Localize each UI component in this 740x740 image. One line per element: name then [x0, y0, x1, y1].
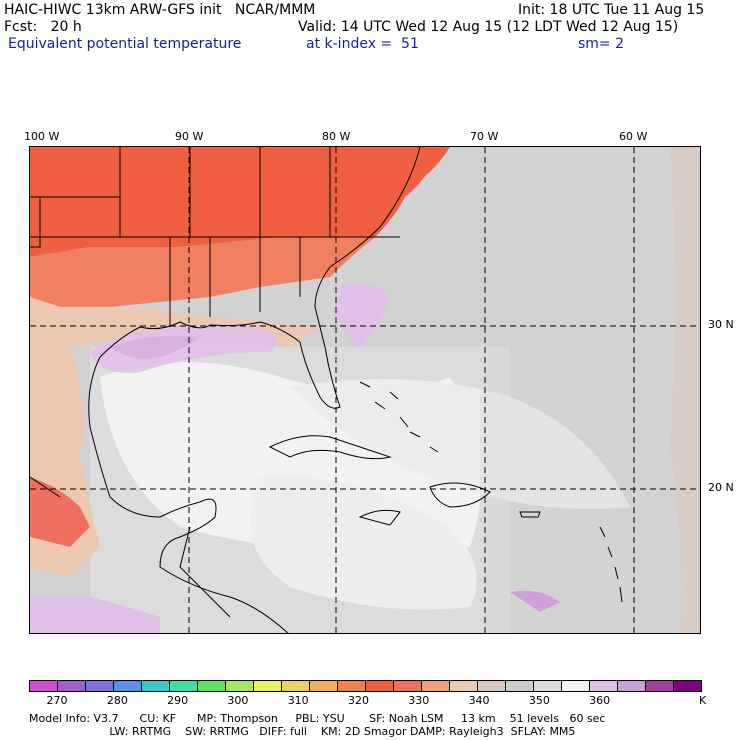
colorbar-swatch — [86, 681, 114, 691]
bahamas-chain — [359, 381, 439, 453]
gulf-lavender-band — [90, 324, 277, 373]
state-borders-vertical — [119, 147, 331, 237]
model-info-line1: Model Info: V3.7 CU: KF MP: Thompson PBL… — [29, 712, 606, 725]
mexico-inner-border — [30, 476, 61, 498]
atlantic-lavender-patch — [335, 283, 390, 347]
colorbar-swatch — [506, 681, 534, 691]
colorbar-swatch — [618, 681, 646, 691]
colorbar-swatch — [198, 681, 226, 691]
puerto-rico-outline — [519, 511, 541, 518]
colorbar-swatch — [422, 681, 450, 691]
colorbar-swatch — [170, 681, 198, 691]
colorbar-swatch — [674, 681, 701, 691]
colorbar-swatch — [254, 681, 282, 691]
colorbar-swatch — [142, 681, 170, 691]
field-name: Equivalent potential temperature — [8, 36, 242, 52]
colorbar-swatch — [114, 681, 142, 691]
model-info-line2: LW: RRTMG SW: RRTMG DIFF: full KM: 2D Sm… — [29, 725, 576, 738]
colorbar-tick-label: 350 — [528, 694, 550, 707]
lon-label-60w: 60 W — [619, 130, 648, 143]
colorbar-swatch — [394, 681, 422, 691]
hispaniola-outline — [429, 482, 491, 508]
header-title: HAIC-HIWC 13km ARW-GFS init NCAR/MMM — [4, 2, 316, 18]
southeast-us-warm-region — [30, 237, 375, 307]
colorbar-swatch — [534, 681, 562, 691]
colorbar-swatch — [58, 681, 86, 691]
lon-label-70w: 70 W — [470, 130, 499, 143]
map-panel — [29, 146, 701, 634]
colorbar-tick-label: 270 — [46, 694, 68, 707]
colorbar-tick-label: 330 — [408, 694, 430, 707]
caribbean-light-region — [250, 475, 477, 610]
colorbar-swatch — [590, 681, 618, 691]
colorbar-tick-label: 280 — [106, 694, 128, 707]
jamaica-outline — [358, 509, 401, 526]
north-warm-region — [30, 147, 440, 257]
header-valid-time: Valid: 14 UTC Wed 12 Aug 15 (12 LDT Wed … — [298, 19, 679, 35]
colorbar-swatch — [310, 681, 338, 691]
state-borders-south — [30, 197, 301, 327]
mid-atlantic-warm — [390, 147, 450, 187]
colorbar-swatch — [226, 681, 254, 691]
central-america-border — [179, 526, 231, 618]
bahamas-islands — [359, 381, 623, 603]
lat-label-30n: 30 N — [708, 318, 734, 331]
colorbar-swatch — [338, 681, 366, 691]
colorbar-tick-label: 290 — [167, 694, 189, 707]
header-forecast-hour: Fcst: 20 h — [4, 19, 82, 35]
mexico-warm-patch — [30, 477, 90, 547]
colorbar-tick-label: 340 — [468, 694, 490, 707]
caribbean-purple-patch — [510, 590, 560, 612]
colorbar-swatch — [478, 681, 506, 691]
colorbar-tick-label: 300 — [227, 694, 249, 707]
east-atlantic-shade — [480, 147, 700, 633]
colorbar-swatch — [366, 681, 394, 691]
colorbar-swatch — [282, 681, 310, 691]
smoothing-label: sm= 2 — [578, 36, 625, 52]
lon-label-80w: 80 W — [322, 130, 351, 143]
colorbar-swatch — [562, 681, 590, 691]
cuba-outline — [268, 435, 392, 460]
lon-label-100w: 100 W — [24, 130, 60, 143]
colorbar-tick-label: 360 — [589, 694, 611, 707]
lat-lon-grid — [30, 147, 700, 633]
colorbar-swatch — [30, 681, 58, 691]
colorbar-unit: K — [699, 694, 707, 707]
eastern-edge-tan — [670, 147, 700, 633]
us-mexico-coastline — [88, 147, 421, 633]
lat-label-20n: 20 N — [708, 481, 734, 494]
pacific-lavender-patch — [30, 597, 160, 633]
lesser-antilles-chain — [599, 526, 623, 603]
colorbar-tick-label: 320 — [347, 694, 369, 707]
land-outlines — [30, 147, 541, 633]
theta-e-map — [30, 147, 700, 633]
lon-label-90w: 90 W — [175, 130, 204, 143]
colorbar-swatch — [450, 681, 478, 691]
atlantic-light-region — [290, 379, 630, 509]
colorbar — [29, 680, 702, 692]
level-index: at k-index = 51 — [306, 36, 419, 52]
colorbar-tick-label: 310 — [287, 694, 309, 707]
colorbar-swatch — [646, 681, 674, 691]
header-init-time: Init: 18 UTC Tue 11 Aug 15 — [518, 2, 705, 18]
